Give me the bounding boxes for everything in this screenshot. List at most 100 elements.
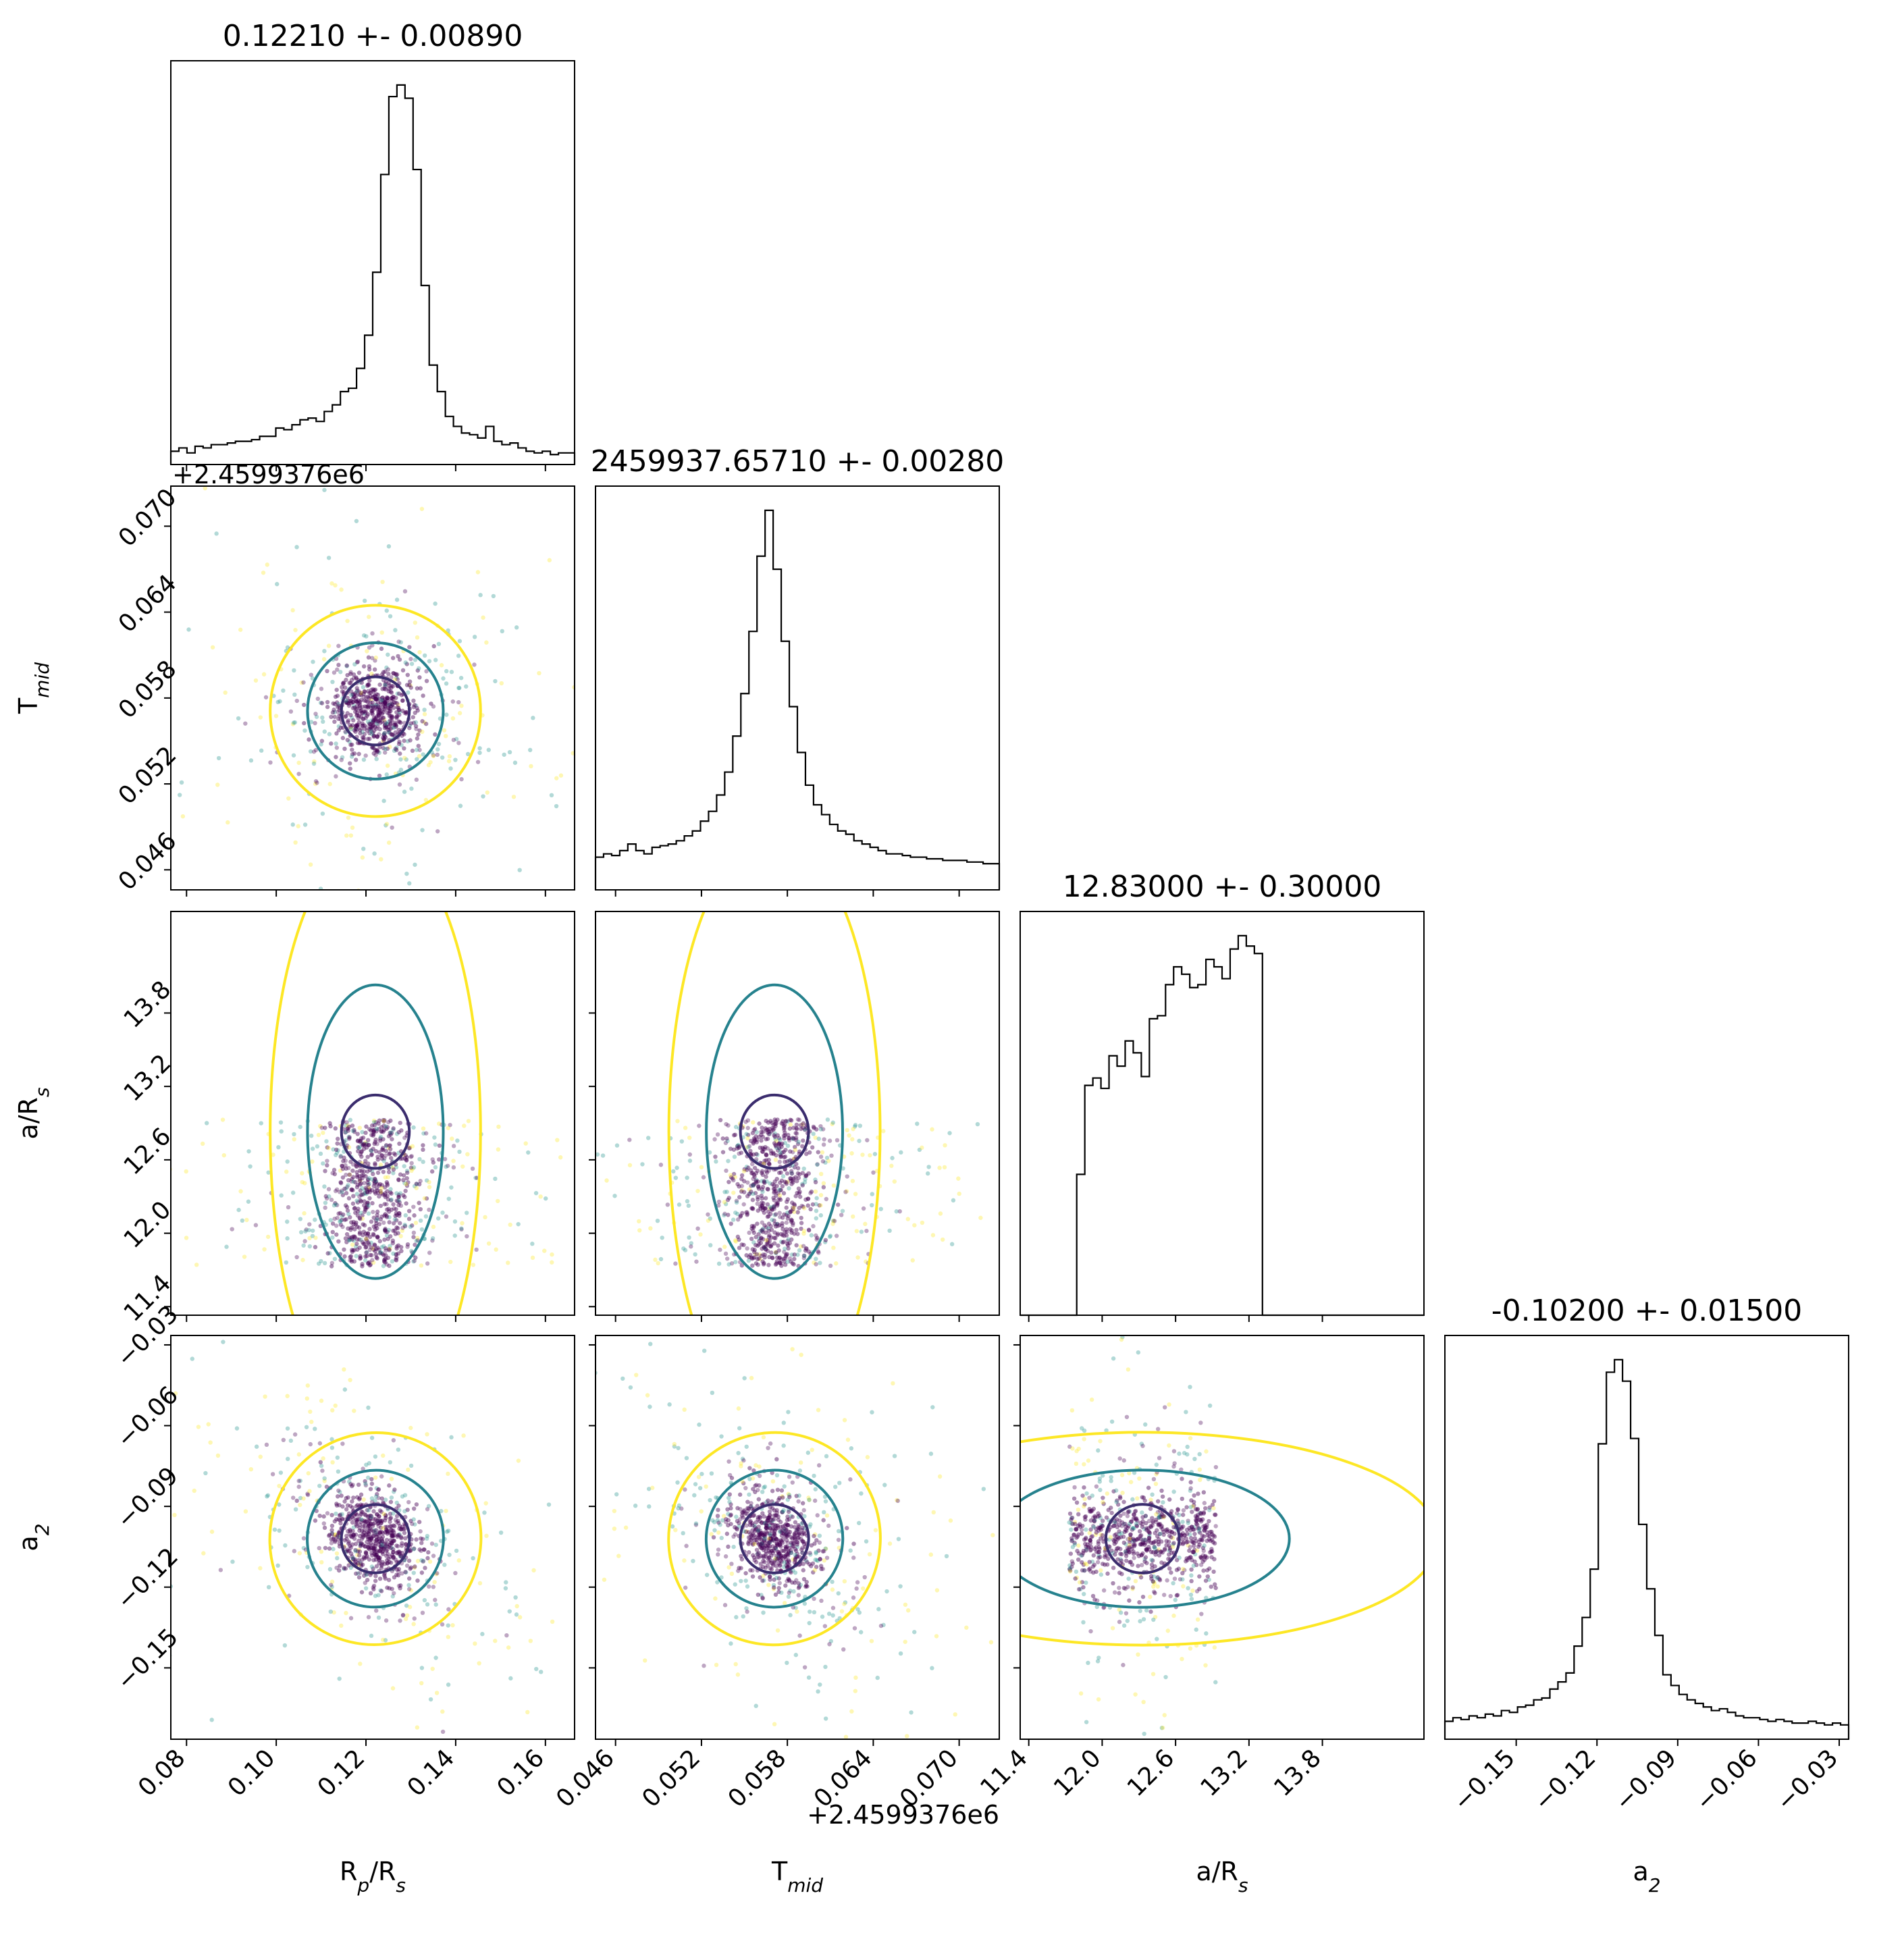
scatter-point <box>926 1171 930 1176</box>
scatter-point <box>402 1136 407 1140</box>
scatter-point <box>358 1198 363 1203</box>
scatter-point <box>415 1236 420 1240</box>
scatter-point <box>794 1528 799 1533</box>
scatter-point <box>753 1527 758 1532</box>
hist-panel-3: -0.10200 +- 0.01500 <box>1444 1294 1850 1740</box>
scatter-point <box>752 1541 757 1547</box>
scatter-point <box>405 1244 410 1249</box>
scatter-point <box>460 1221 465 1225</box>
scatter-point <box>1158 1531 1163 1537</box>
scatter-point <box>360 716 365 721</box>
scatter-point <box>1213 1464 1219 1470</box>
scatter-point <box>845 1437 851 1442</box>
scatter-point <box>1117 1494 1123 1500</box>
scatter-point <box>334 687 339 692</box>
scatter-point <box>777 1187 782 1192</box>
scatter-point <box>823 1160 828 1165</box>
scatter-point <box>531 716 535 720</box>
scatter-point <box>1171 1613 1176 1618</box>
scatter-point <box>860 1152 865 1157</box>
scatter-point <box>822 1558 827 1563</box>
scatter-point <box>645 1393 650 1398</box>
scatter-point <box>695 1226 700 1231</box>
scatter-point <box>331 1547 336 1552</box>
scatter-point <box>353 724 358 729</box>
scatter-point <box>777 1255 783 1260</box>
scatter-point <box>803 1127 808 1132</box>
scatter-point <box>742 1179 747 1184</box>
scatter-point <box>812 1532 818 1537</box>
scatter-point <box>358 1152 363 1157</box>
scatter-point <box>320 811 325 816</box>
scatter-point <box>777 1146 782 1152</box>
scatter-point <box>359 1509 364 1514</box>
scatter-point <box>807 1562 812 1566</box>
scatter-point <box>328 1218 333 1223</box>
scatter-point <box>388 1246 392 1251</box>
scatter-point <box>771 1585 776 1590</box>
scatter-point <box>465 1152 470 1157</box>
scatter-point <box>812 1610 817 1615</box>
scatter-point <box>381 799 386 803</box>
scatter-point <box>361 1533 366 1538</box>
scatter-point <box>749 1206 754 1211</box>
scatter-point <box>759 1236 764 1240</box>
hist-step-2 <box>1020 934 1424 1317</box>
scatter-point <box>426 1584 431 1589</box>
scatter-point <box>808 1522 813 1527</box>
scatter-point <box>812 1125 816 1130</box>
scatter-point <box>868 1152 872 1158</box>
scatter-point <box>420 1537 425 1541</box>
scatter-point <box>370 703 375 708</box>
scatter-point <box>781 1421 786 1425</box>
scatter-point <box>1164 1543 1169 1547</box>
scatter-point <box>755 1256 760 1262</box>
scatter-point <box>340 1224 345 1229</box>
scatter-point <box>776 1170 782 1175</box>
scatter-point <box>388 1516 392 1521</box>
scatter-point <box>347 1135 352 1140</box>
scatter-point <box>350 1168 355 1173</box>
contour-outer-1-3 <box>667 1431 882 1647</box>
scatter-point <box>781 1537 785 1542</box>
scatter-point <box>714 1495 718 1500</box>
scatter-point <box>791 1209 797 1215</box>
scatter-point <box>706 1212 710 1217</box>
scatter-point <box>354 713 359 718</box>
scatter-point <box>783 1534 788 1539</box>
scatter-point <box>791 1605 795 1610</box>
scatter-point <box>824 1196 829 1202</box>
scatter-point <box>451 1144 456 1148</box>
scatter-point <box>350 1556 355 1561</box>
scatter-point <box>390 702 395 707</box>
scatter-point <box>389 1533 394 1539</box>
scatter-point <box>787 1136 791 1141</box>
scatter-point <box>1067 1566 1072 1572</box>
scatter-point <box>785 1522 790 1527</box>
scatter-point <box>391 1228 396 1234</box>
scatter-point <box>774 1510 779 1515</box>
scatter-point <box>337 1529 342 1534</box>
scatter-point <box>301 680 306 685</box>
scatter-point <box>334 1517 339 1522</box>
scatter-point <box>220 1117 226 1122</box>
scatter-point <box>780 1510 785 1514</box>
scatter-point <box>345 1547 350 1552</box>
scatter-point <box>793 1558 797 1562</box>
scatter-point <box>350 1516 355 1521</box>
scatter-point <box>761 1555 766 1560</box>
scatter-point <box>364 1191 369 1196</box>
scatter-point <box>785 1565 790 1570</box>
scatter-point <box>387 1220 392 1225</box>
scatter-point <box>763 1565 768 1570</box>
scatter-point <box>408 1518 413 1523</box>
scatter-point <box>374 756 379 762</box>
scatter-point <box>348 725 353 731</box>
scatter-point <box>446 1682 451 1687</box>
scatter-point <box>783 1557 789 1562</box>
scatter-point <box>499 681 504 686</box>
scatter-point <box>1098 1554 1103 1560</box>
scatter-point <box>430 1236 435 1241</box>
scatter-point <box>382 708 388 712</box>
